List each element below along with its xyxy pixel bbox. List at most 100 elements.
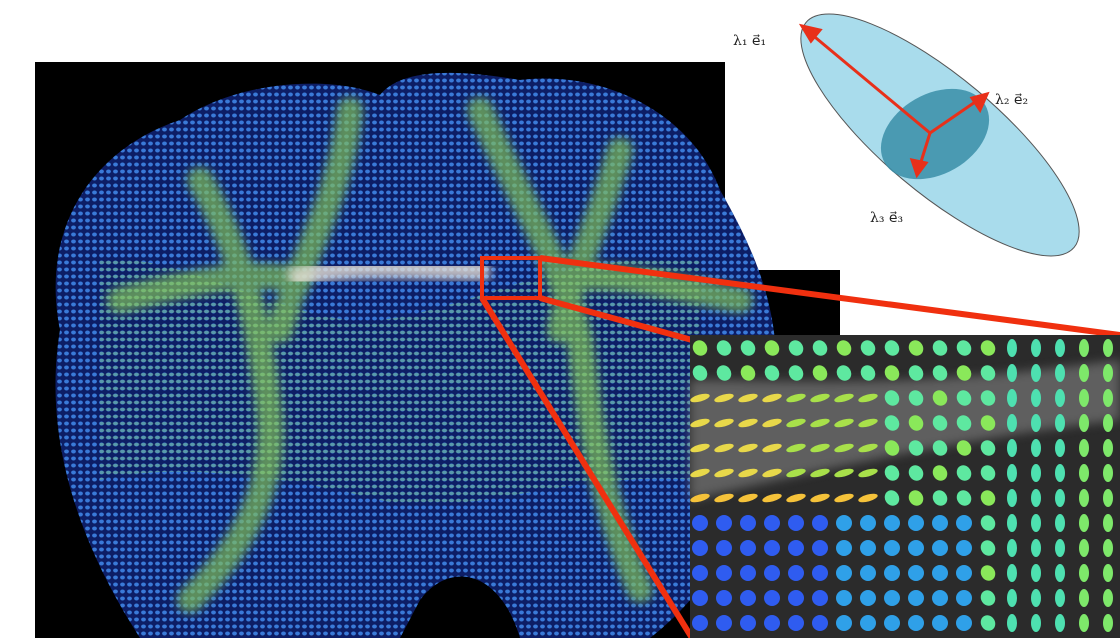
tensor-glyph [860, 590, 876, 606]
tensor-glyph [1055, 339, 1065, 357]
tensor-glyph [740, 540, 756, 556]
tensor-glyph [1055, 564, 1065, 582]
tensor-glyph [740, 615, 756, 631]
tensor-glyph [1007, 464, 1017, 482]
tensor-glyph [1007, 339, 1017, 357]
tensor-glyph [1007, 589, 1017, 607]
tensor-glyph [1031, 389, 1041, 407]
tensor-glyph [692, 515, 708, 531]
tensor-glyph [812, 565, 828, 581]
tensor-glyph [1103, 564, 1113, 582]
tensor-glyph [1055, 414, 1065, 432]
tensor-glyph [1079, 564, 1089, 582]
tensor-glyph [1079, 439, 1089, 457]
tensor-glyph [788, 615, 804, 631]
tensor-diagram: λ₁ e⃗₁ λ₂ e⃗₂ λ₃ e⃗₃ [733, 0, 1111, 292]
tensor-glyph [1079, 389, 1089, 407]
tensor-glyph [1103, 464, 1113, 482]
tensor-glyph [1007, 564, 1017, 582]
tensor-glyph [1031, 489, 1041, 507]
tensor-glyph [908, 590, 924, 606]
tensor-glyph [1103, 439, 1113, 457]
tensor-glyph [1079, 464, 1089, 482]
eigen-label: λ₁ e⃗₁ [733, 33, 766, 49]
page: λ₁ e⃗₁ λ₂ e⃗₂ λ₃ e⃗₃ (() => { const data… [0, 0, 1120, 638]
tensor-glyph [932, 515, 948, 531]
tensor-glyph [812, 615, 828, 631]
tensor-glyph [1031, 364, 1041, 382]
tensor-glyph [1079, 414, 1089, 432]
tensor-glyph [836, 565, 852, 581]
tensor-glyph [884, 540, 900, 556]
tensor-glyph [716, 565, 732, 581]
corpus-callosum [290, 268, 490, 281]
tensor-glyph [884, 515, 900, 531]
tensor-glyph [716, 540, 732, 556]
tensor-glyph [860, 515, 876, 531]
tensor-glyph [884, 590, 900, 606]
eigen-label: λ₃ e⃗₃ [870, 210, 903, 226]
tensor-glyph [836, 590, 852, 606]
tensor-glyph [956, 565, 972, 581]
tensor-glyph [692, 540, 708, 556]
tensor-glyph [764, 615, 780, 631]
tensor-glyph [836, 615, 852, 631]
tensor-glyph [764, 515, 780, 531]
tensor-glyph [1031, 589, 1041, 607]
tensor-glyph [1055, 489, 1065, 507]
tensor-glyph [1055, 364, 1065, 382]
tensor-glyph [740, 590, 756, 606]
tensor-glyph [1079, 514, 1089, 532]
tensor-glyph [860, 540, 876, 556]
tensor-glyph [1103, 514, 1113, 532]
tensor-glyph [1079, 614, 1089, 632]
tensor-glyph [1031, 539, 1041, 557]
tensor-glyph [1031, 464, 1041, 482]
tensor-glyph [1103, 589, 1113, 607]
tensor-glyph [1007, 614, 1017, 632]
tensor-glyph [956, 540, 972, 556]
tensor-glyph [1055, 514, 1065, 532]
tensor-glyph [1055, 389, 1065, 407]
tensor-glyph [740, 515, 756, 531]
zoom-inset [689, 335, 1120, 638]
tensor-glyph [1007, 414, 1017, 432]
tensor-glyph [1031, 414, 1041, 432]
tensor-glyph [932, 565, 948, 581]
tensor-glyph [788, 565, 804, 581]
tensor-glyph [836, 540, 852, 556]
tensor-glyph [1007, 514, 1017, 532]
tensor-glyph [1007, 364, 1017, 382]
tensor-glyph [788, 515, 804, 531]
tensor-glyph [1055, 439, 1065, 457]
tensor-glyph [1007, 439, 1017, 457]
figure: λ₁ e⃗₁ λ₂ e⃗₂ λ₃ e⃗₃ [0, 0, 1120, 638]
tensor-glyph [740, 565, 756, 581]
tensor-glyph [812, 540, 828, 556]
tensor-glyph [1055, 614, 1065, 632]
tensor-glyph [1031, 564, 1041, 582]
tensor-glyph [716, 615, 732, 631]
tensor-glyph [1031, 339, 1041, 357]
tensor-glyph [1007, 389, 1017, 407]
tensor-glyph [1031, 439, 1041, 457]
tensor-glyph [716, 590, 732, 606]
tensor-glyph [860, 615, 876, 631]
tensor-glyph [956, 590, 972, 606]
tensor-glyph [908, 540, 924, 556]
tensor-glyph [884, 615, 900, 631]
tensor-glyph [1007, 489, 1017, 507]
tensor-glyph [788, 590, 804, 606]
tensor-glyph [1031, 614, 1041, 632]
tensor-glyph [764, 540, 780, 556]
tensor-glyph [1079, 339, 1089, 357]
eigen-label: λ₂ e⃗₂ [995, 92, 1028, 108]
tensor-glyph [908, 565, 924, 581]
tensor-glyph [788, 540, 804, 556]
tensor-glyph [716, 515, 732, 531]
tensor-glyph [956, 515, 972, 531]
tensor-glyph [1079, 589, 1089, 607]
tensor-glyph [932, 615, 948, 631]
tensor-glyph [1007, 539, 1017, 557]
tensor-glyph [1103, 339, 1113, 357]
